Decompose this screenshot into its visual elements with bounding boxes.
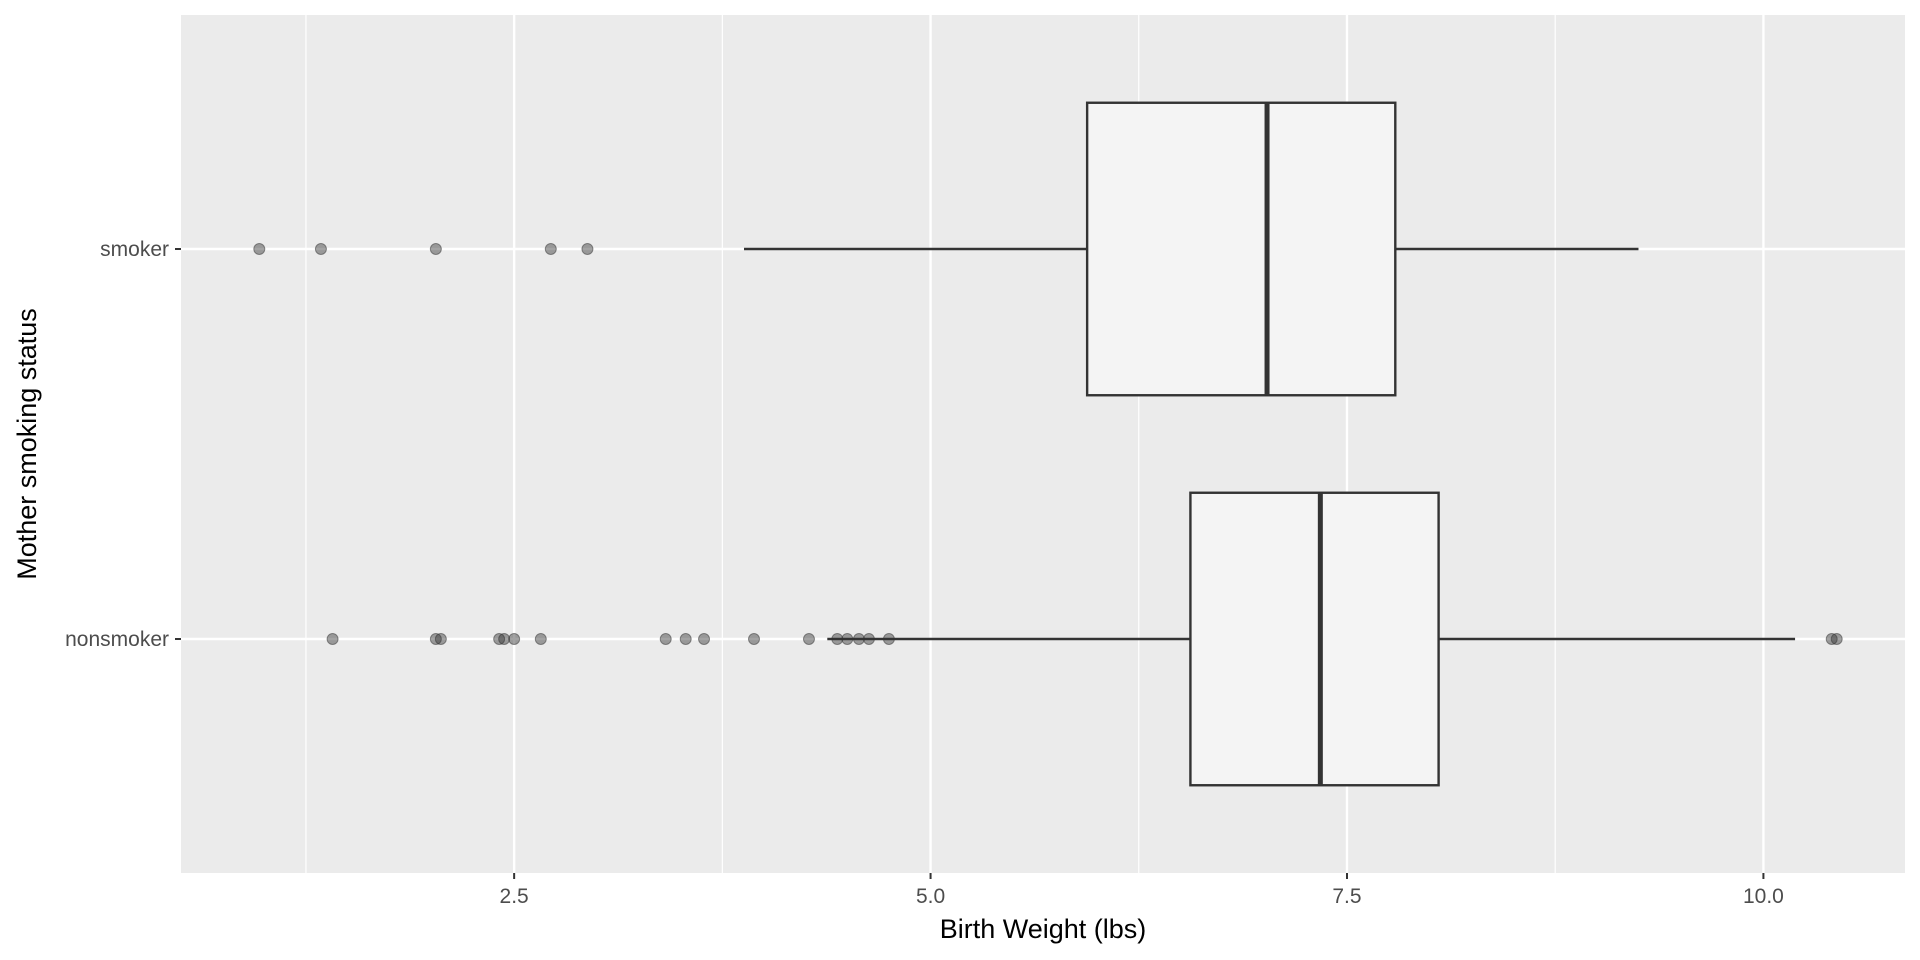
outlier-point <box>434 633 447 645</box>
y-axis-title: Mother smoking status <box>12 308 42 580</box>
boxplot-series <box>253 101 1843 787</box>
outlier-point <box>659 633 672 645</box>
y-tick-label: smoker <box>100 238 169 261</box>
outlier-point <box>429 633 442 645</box>
outlier-point <box>748 633 761 645</box>
outlier-point <box>508 633 521 645</box>
x-axis-title: Birth Weight (lbs) <box>940 914 1147 944</box>
outlier-point <box>841 633 854 645</box>
x-tick-label: 7.5 <box>1332 885 1361 908</box>
outlier-point <box>852 633 865 645</box>
box-smoker <box>253 101 1639 397</box>
outlier-point <box>326 633 339 645</box>
outlier-point <box>802 633 815 645</box>
outlier-point <box>862 633 875 645</box>
x-tick-label: 2.5 <box>500 885 529 908</box>
y-tick-label: nonsmoker <box>65 628 169 651</box>
x-tick-label: 5.0 <box>916 885 945 908</box>
outlier-point <box>679 633 692 645</box>
outlier-point <box>1830 633 1843 645</box>
outlier-point <box>831 633 844 645</box>
box-iqr <box>1189 491 1440 787</box>
outlier-point <box>493 633 506 645</box>
outlier-point <box>882 633 895 645</box>
box-nonsmoker <box>326 491 1843 787</box>
outlier-point <box>253 243 266 255</box>
outlier-point <box>429 243 442 255</box>
axes: 2.5 5.0 7.5 10.0 nonsmoker smoker <box>65 238 1784 908</box>
outlier-point <box>698 633 711 645</box>
x-tick-label: 10.0 <box>1743 885 1784 908</box>
outlier-point <box>534 633 547 645</box>
box-iqr <box>1085 101 1397 397</box>
outlier-point <box>498 633 511 645</box>
outlier-point <box>1825 633 1838 645</box>
outlier-point <box>581 243 594 255</box>
outlier-point <box>314 243 327 255</box>
outlier-point <box>544 243 557 255</box>
plot-panel <box>181 15 1905 873</box>
